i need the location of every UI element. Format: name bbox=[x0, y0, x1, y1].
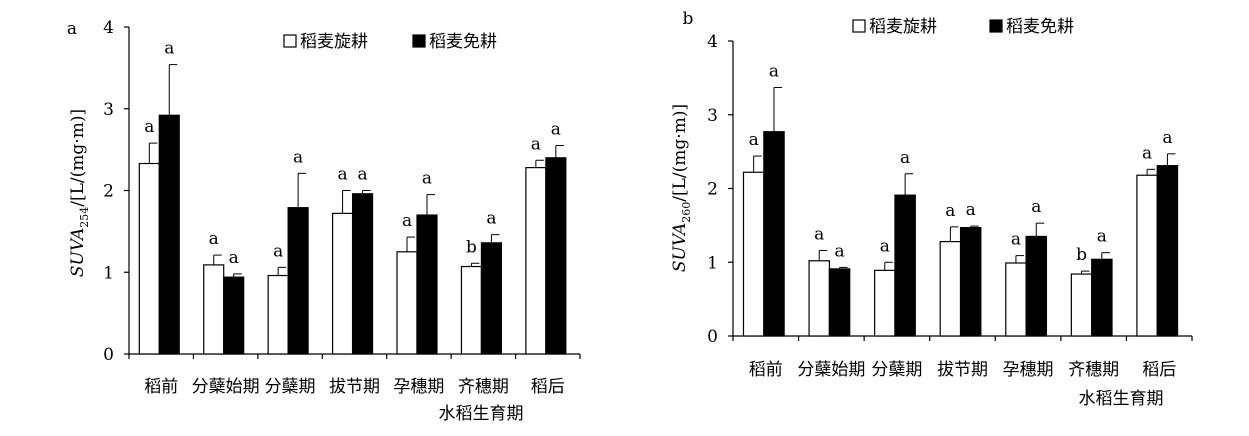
y-tick-label: 2 bbox=[103, 182, 114, 202]
significance-letter: a bbox=[551, 120, 561, 140]
significance-letter: a bbox=[1162, 128, 1172, 148]
bar-xuangeng bbox=[1070, 273, 1093, 337]
bar-xuangeng bbox=[742, 171, 765, 337]
legend-swatch-white bbox=[852, 19, 866, 33]
bar-mianeng bbox=[1156, 165, 1179, 337]
legend: 稻麦旋耕 稻麦免耕 bbox=[283, 32, 497, 52]
significance-letter: a bbox=[880, 236, 890, 256]
x-tick-label: 拔节期 bbox=[937, 360, 988, 380]
x-tick-label: 分蘖始期 bbox=[192, 377, 260, 397]
bar-xuangeng bbox=[1005, 262, 1027, 337]
significance-letter: a bbox=[293, 147, 303, 167]
significance-letter: a bbox=[273, 241, 283, 261]
y-axis-label-sub: 260 bbox=[680, 202, 693, 223]
bar-mianeng bbox=[1091, 258, 1113, 337]
y-tick-label: 4 bbox=[103, 18, 114, 38]
bar-xuangeng bbox=[939, 241, 962, 337]
significance-letter: a bbox=[1142, 143, 1152, 163]
significance-letter: a bbox=[357, 165, 367, 185]
x-tick-label: 齐穗期 bbox=[458, 377, 509, 397]
significance-letter: a bbox=[338, 165, 348, 185]
significance-letter: a bbox=[531, 134, 541, 154]
significance-letter: b bbox=[1076, 245, 1087, 265]
legend-label-white: 稻麦旋耕 bbox=[300, 32, 368, 52]
bar-xuangeng bbox=[1136, 174, 1158, 337]
x-tick-label: 分蘖期 bbox=[265, 377, 316, 397]
x-axis-label: 水稻生育期 bbox=[439, 404, 524, 424]
significance-letter: a bbox=[402, 211, 412, 231]
significance-letter: a bbox=[209, 229, 219, 249]
y-tick-label: 1 bbox=[707, 253, 718, 273]
legend-swatch-black bbox=[412, 34, 426, 48]
significance-letter: a bbox=[834, 241, 844, 261]
bar-mianeng bbox=[959, 226, 982, 337]
x-tick-label: 稻后 bbox=[531, 377, 565, 397]
x-tick-label: 分蘖期 bbox=[871, 360, 922, 380]
bar-xuangeng bbox=[874, 269, 896, 337]
bar-mianeng bbox=[828, 268, 851, 337]
y-axis-label: SUVA260/[L/(mg·m)] bbox=[670, 104, 693, 272]
significance-letter: a bbox=[900, 148, 910, 168]
significance-letter: a bbox=[422, 169, 432, 189]
x-tick-label: 拔节期 bbox=[329, 377, 380, 397]
y-tick-label: 0 bbox=[103, 345, 114, 365]
significance-letter: a bbox=[144, 117, 154, 137]
x-tick-label: 分蘖始期 bbox=[797, 360, 865, 380]
y-tick-label: 3 bbox=[707, 106, 718, 126]
significance-letter: a bbox=[1031, 197, 1041, 217]
x-tick-label: 齐穗期 bbox=[1068, 360, 1119, 380]
significance-letter: a bbox=[814, 224, 824, 244]
bar-mianeng bbox=[1025, 235, 1048, 337]
y-tick-label: 1 bbox=[103, 263, 114, 283]
significance-letter: a bbox=[769, 61, 779, 81]
x-tick-label: 孕穗期 bbox=[1003, 360, 1054, 380]
y-tick-label: 4 bbox=[707, 32, 718, 52]
legend-swatch-white bbox=[283, 34, 297, 48]
y-axis-label-sub: 254 bbox=[78, 207, 91, 228]
y-axis-label-main: SUVA bbox=[68, 228, 88, 277]
y-axis-label-unit: /[L/(mg·m)] bbox=[68, 109, 88, 207]
y-tick-label: 0 bbox=[707, 327, 718, 347]
significance-letter: a bbox=[486, 209, 496, 229]
significance-letter: a bbox=[164, 39, 174, 59]
y-tick-label: 2 bbox=[707, 180, 718, 200]
bar-mianeng bbox=[763, 131, 785, 337]
bar-xuangeng bbox=[808, 260, 830, 337]
significance-letter: a bbox=[229, 248, 239, 268]
significance-letter: a bbox=[749, 130, 759, 150]
legend-label-black: 稻麦免耕 bbox=[1006, 17, 1074, 37]
legend-label-black: 稻麦免耕 bbox=[429, 32, 497, 52]
x-tick-label: 稻前 bbox=[144, 377, 178, 397]
y-axis-label-main: SUVA bbox=[670, 223, 690, 272]
x-tick-label: 稻前 bbox=[749, 360, 783, 380]
significance-letter: a bbox=[945, 201, 955, 221]
bar-mianeng bbox=[894, 194, 916, 337]
y-axis-label: SUVA254/[L/(mg·m)] bbox=[68, 109, 91, 277]
panel-label: b bbox=[683, 9, 694, 29]
legend-swatch-black bbox=[989, 19, 1003, 33]
y-axis-label-unit: /[L/(mg·m)] bbox=[670, 104, 690, 202]
y-tick-label: 3 bbox=[103, 100, 114, 120]
significance-letter: a bbox=[1011, 230, 1021, 250]
legend: 稻麦旋耕 稻麦免耕 bbox=[852, 17, 1074, 37]
significance-letter: a bbox=[966, 200, 976, 220]
x-tick-label: 孕穗期 bbox=[393, 377, 444, 397]
significance-letter: b bbox=[466, 237, 477, 257]
legend-label-white: 稻麦旋耕 bbox=[869, 17, 937, 37]
panel-label: a bbox=[67, 19, 77, 39]
x-tick-label: 稻后 bbox=[1142, 360, 1176, 380]
significance-letter: a bbox=[1097, 227, 1107, 247]
x-axis-label: 水稻生育期 bbox=[1079, 389, 1164, 409]
